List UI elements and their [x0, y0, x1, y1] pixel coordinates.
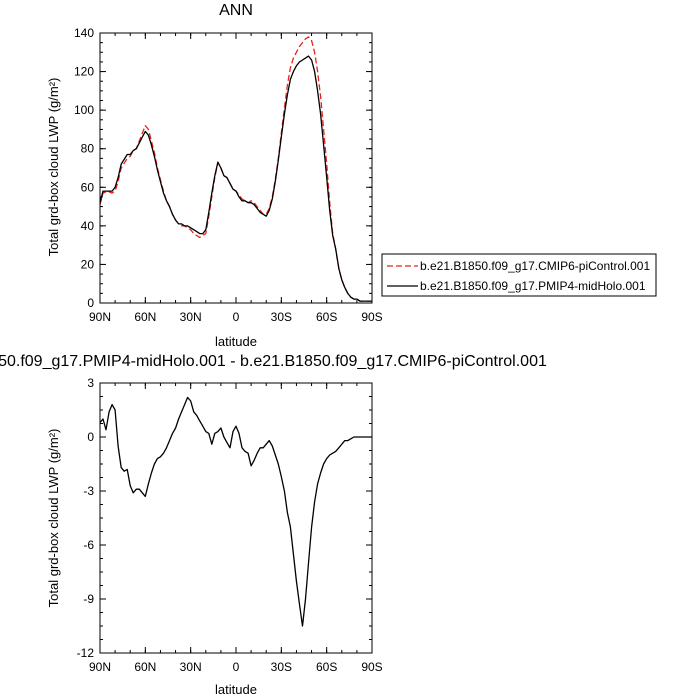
bottom-y-tick-label: -6 [83, 538, 94, 552]
top-series-line-1 [99, 55, 372, 302]
bottom-panel: b.e21.B1850.f09_g17.PMIP4-midHolo.001 - … [0, 353, 547, 697]
top-y-tick-label: 80 [81, 142, 95, 156]
bottom-x-tick-label: 60S [316, 660, 337, 674]
top-x-tick-label: 60S [316, 310, 337, 324]
top-x-tick-label: 30S [271, 310, 292, 324]
bottom-x-tick-label: 30S [271, 660, 292, 674]
bottom-y-tick-label: -3 [83, 484, 94, 498]
top-y-tick-label: 140 [74, 26, 94, 40]
top-panel: ANN latitude Total grd-box cloud LWP (g/… [46, 2, 657, 349]
top-y-tick-label: 60 [81, 180, 95, 194]
top-legend: b.e21.B1850.f09_g17.CMIP6-piControl.001 … [381, 253, 657, 297]
top-series-line-0 [99, 36, 372, 302]
bottom-y-tick-label: -12 [77, 646, 95, 660]
legend-label-midholo: b.e21.B1850.f09_g17.PMIP4-midHolo.001 [420, 279, 646, 293]
top-x-tick-label: 30N [180, 310, 202, 324]
top-y-tick-label: 40 [81, 219, 95, 233]
bottom-y-axis-label: Total grd-box cloud LWP (g/m²) [46, 429, 61, 608]
top-series-lines [99, 36, 372, 302]
top-chart-title: ANN [219, 2, 253, 19]
top-y-tick-label: 20 [81, 257, 95, 271]
bottom-chart-title: b.e21.B1850.f09_g17.PMIP4-midHolo.001 - … [0, 353, 547, 370]
bottom-ticks: 90N 60N 30N 0 30S 60S 90S 3 0 -3 -6 -9 -12 [77, 376, 383, 674]
top-x-axis-label: latitude [215, 334, 257, 349]
top-x-tick-label: 60N [134, 310, 156, 324]
legend-box [381, 253, 657, 297]
bottom-x-tick-label: 90S [361, 660, 382, 674]
bottom-y-tick-label: 3 [87, 376, 94, 390]
bottom-x-tick-label: 0 [233, 660, 240, 674]
bottom-x-tick-label: 90N [89, 660, 111, 674]
top-y-tick-label: 100 [74, 103, 94, 117]
top-y-tick-label: 0 [87, 296, 94, 310]
bottom-x-tick-label: 30N [180, 660, 202, 674]
bottom-x-tick-label: 60N [134, 660, 156, 674]
top-x-tick-label: 90S [361, 310, 382, 324]
bottom-series-line-0 [99, 396, 372, 627]
top-plot-frame [99, 32, 373, 304]
legend-label-picontrol: b.e21.B1850.f09_g17.CMIP6-piControl.001 [420, 259, 650, 273]
bottom-y-tick-label: -9 [83, 592, 94, 606]
bottom-series-lines [99, 396, 372, 627]
top-y-tick-label: 120 [74, 65, 94, 79]
top-x-tick-label: 0 [233, 310, 240, 324]
bottom-y-tick-label: 0 [87, 430, 94, 444]
top-x-tick-label: 90N [89, 310, 111, 324]
top-y-axis-label: Total grd-box cloud LWP (g/m²) [46, 78, 61, 257]
bottom-plot-frame [99, 382, 373, 654]
top-ticks: 90N 60N 30N 0 30S 60S 90S 0 20 40 60 80 100 120 140 [74, 26, 383, 324]
bottom-x-axis-label: latitude [215, 682, 257, 697]
